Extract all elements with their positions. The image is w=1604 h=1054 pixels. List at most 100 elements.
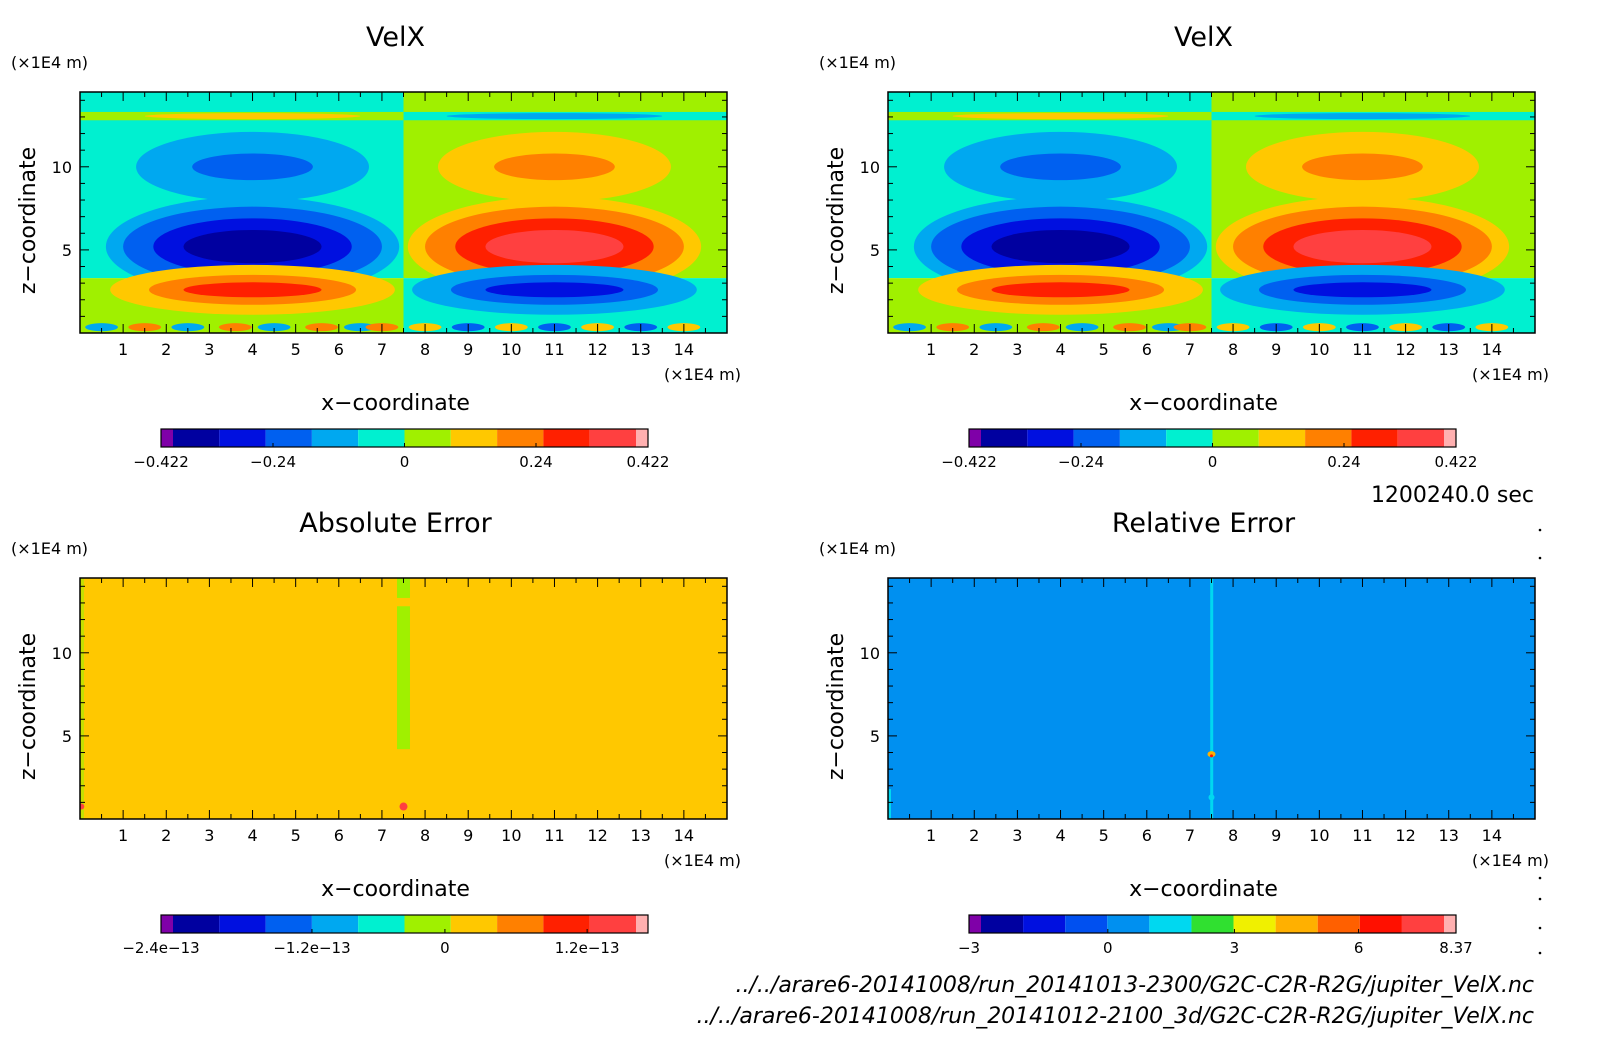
y-tick-label: 10 [52,644,72,663]
contour-band [85,323,118,332]
x-tick-label: 9 [1271,826,1281,845]
x-tick-label: 11 [544,826,564,845]
colorbar-swatch [1191,915,1234,933]
colorbar-swatch [981,429,1028,447]
y-tick-label: 10 [860,644,880,663]
colorbar-swatch [1065,915,1108,933]
colorbar-swatch [969,429,981,447]
x-tick-label: 4 [247,340,257,359]
colorbar-label: −3 [958,939,980,957]
x-tick-label: 8 [1228,826,1238,845]
contour-band [80,803,85,810]
y-tick-label: 5 [62,241,72,260]
colorbar-swatch [497,915,544,933]
contour-band [485,229,624,264]
contour-band [1210,754,1213,758]
x-axis-label: x−coordinate [1129,391,1278,416]
stray-dot [1538,897,1542,901]
y-axis-label: z−coordinate [16,147,41,294]
x-tick-label: 13 [1439,826,1459,845]
contour-band [397,578,410,598]
x-tick-label: 11 [1352,826,1372,845]
x-tick-label: 6 [334,826,344,845]
x-tick-label: 1 [118,826,128,845]
x-tick-label: 12 [1395,826,1415,845]
contour-band [494,153,615,181]
x-tick-label: 12 [587,340,607,359]
x-tick-label: 9 [463,826,473,845]
contour-band [183,229,322,264]
colorbar-swatch [636,429,648,447]
x-tick-label: 10 [1309,826,1329,845]
x-tick-label: 14 [674,826,694,845]
colorbar-swatch [265,915,312,933]
y-tick-label: 5 [870,241,880,260]
x-tick-label: 4 [247,826,257,845]
colorbar-label: 0 [400,453,410,471]
colorbar-swatch [1166,429,1213,447]
colorbar-swatch [173,429,220,447]
contour-band [979,323,1013,332]
chart-title: Relative Error [1112,508,1296,539]
stray-dot [1538,951,1542,955]
colorbar-label: −0.422 [133,453,189,471]
y-unit-label: (×1E4 m) [819,53,896,72]
colorbar-swatch [1359,915,1402,933]
x-tick-label: 11 [544,340,564,359]
contour-band [144,113,361,120]
file-path-1: ../../arare6-20141008/run_20141013-2300/… [736,973,1534,998]
colorbar-swatch [404,429,451,447]
contour-band [80,578,84,819]
x-tick-label: 1 [118,340,128,359]
y-tick-label: 10 [52,158,72,177]
colorbar-swatch [1073,429,1120,447]
contour-band [936,323,970,332]
x-tick-label: 12 [587,826,607,845]
colorbar-swatch [1444,915,1456,933]
colorbar-label: 3 [1230,939,1240,957]
colorbar-swatch [981,915,1024,933]
x-tick-label: 3 [204,340,214,359]
x-tick-label: 11 [1352,340,1372,359]
colorbar-swatch [450,915,498,933]
contour-band [192,153,313,181]
contour-band [218,323,252,332]
contour-band [397,606,410,750]
x-tick-label: 1 [926,340,936,359]
contour-band [1207,751,1216,758]
colorbar-swatch [1444,429,1456,447]
colorbar-swatch [358,429,405,447]
contour-field [888,92,1535,333]
x-unit-label: (×1E4 m) [664,851,741,870]
y-axis-label: z−coordinate [824,147,849,294]
colorbar-label: −0.24 [250,453,296,471]
colorbar-swatch [1275,915,1318,933]
x-axis-label: x−coordinate [321,877,470,902]
contour-band [171,323,205,332]
stray-dot [1538,528,1542,532]
contour-band [1302,153,1423,181]
colorbar-swatch [543,915,590,933]
x-tick-label: 14 [1482,826,1502,845]
colorbar-swatch [969,915,981,933]
x-tick-label: 7 [377,340,387,359]
colorbar-swatch [1305,429,1352,447]
colorbar-swatch [450,429,498,447]
contour-band [1254,113,1471,120]
colorbar-swatch [1351,429,1398,447]
x-tick-label: 13 [631,826,651,845]
colorbar-label: −0.24 [1058,453,1104,471]
contour-band [183,282,322,298]
contour-band [893,323,926,332]
contour-band [888,789,891,819]
contour-band [1293,282,1432,298]
x-tick-label: 14 [674,340,694,359]
x-tick-label: 6 [1142,340,1152,359]
contour-band [1293,229,1432,264]
x-tick-label: 14 [1482,340,1502,359]
colorbar-label: −0.422 [941,453,997,471]
colorbar-swatch [1107,915,1150,933]
